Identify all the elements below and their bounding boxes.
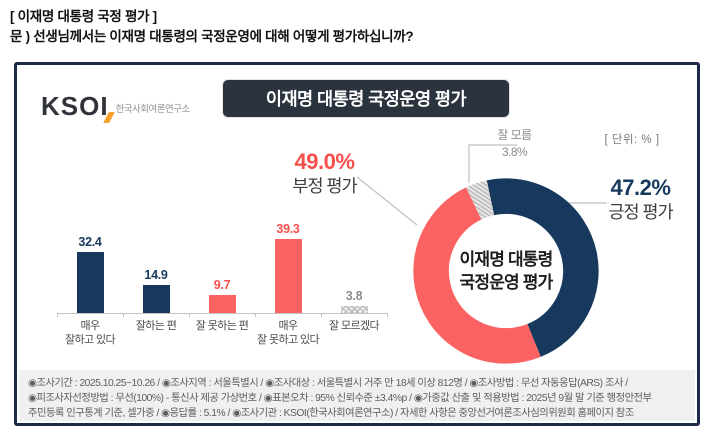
footer-line-1: ◉조사기간 : 2025.10.25~10.26 / ◉조사지역 : 서울특별시… — [28, 378, 628, 389]
survey-methodology-footer: ◉조사기간 : 2025.10.25~10.26 / ◉조사지역 : 서울특별시… — [19, 370, 695, 421]
bar — [142, 285, 170, 313]
page-heading: [ 이재명 대통령 국정 평가 ] 문 ) 선생님께서는 이재명 대통령의 국정… — [0, 0, 710, 47]
bar-group: 3.8 — [321, 289, 387, 313]
bar-category-label: 매우 잘 못하고 있다 — [256, 320, 320, 346]
unit-label: [ 단위: % ] — [604, 134, 660, 146]
bar-category-label: 잘 못하는 편 — [195, 320, 249, 332]
donut-center-line2: 국정운영 평가 — [459, 273, 554, 292]
poll-question-line: 문 ) 선생님께서는 이재명 대통령의 국정운영에 대해 어떻게 평가하십니까? — [10, 29, 414, 44]
positive-label: 긍정 평가 — [608, 202, 673, 222]
axis-tick — [189, 313, 190, 317]
positive-percentage: 47.2% — [610, 175, 671, 200]
ksoi-logo-text: KSOI — [41, 91, 109, 121]
axis-tick — [387, 313, 388, 317]
chart-title-badge: 이재명 대통령 국정운영 평가 — [223, 80, 509, 117]
bar-chart-axis — [57, 313, 388, 317]
bar — [340, 305, 368, 313]
bar-chart-category-labels: 매우 잘하고 있다 잘하는 편 잘 못하는 편 매우 잘 못하고 있다 잘 모르겠다 — [57, 319, 387, 347]
bar-value-label: 32.4 — [78, 235, 102, 250]
bar-value-label: 39.3 — [276, 222, 300, 237]
bar-category-label: 잘 모르겠다 — [328, 320, 380, 332]
bar — [274, 239, 302, 313]
footer-line-2: ◉피조사자선정방법 : 무선(100%) - 통신사 제공 가상번호 / ◉표본… — [28, 393, 652, 404]
bar — [208, 294, 236, 313]
axis-tick — [123, 313, 124, 317]
callout-negative: 49.0% 부정 평가 — [257, 149, 392, 198]
donut-segment-negative — [413, 178, 599, 364]
bar-value-label: 14.9 — [144, 268, 168, 282]
poll-title-line: [ 이재명 대통령 국정 평가 ] — [10, 9, 157, 24]
bar-category-label: 매우 잘하고 있다 — [64, 320, 116, 346]
axis-tick — [255, 313, 256, 317]
bar-group: 9.7 — [189, 278, 255, 313]
bar-chart: 32.4 14.9 9.7 39.3 3.8 — [57, 215, 387, 313]
bar-value-label: 3.8 — [345, 288, 363, 303]
donut-center-label: 이재명 대통령 국정운영 평가 — [410, 175, 602, 367]
axis-tick — [57, 313, 58, 317]
donut-segment-positive — [413, 178, 599, 364]
axis-tick — [321, 313, 322, 317]
footer-line-3: 주민등록 인구통계 기준, 셀가중 / ◉응답률 : 5.1% / ◉조사기관 … — [28, 408, 634, 419]
negative-percentage: 49.0% — [294, 149, 355, 174]
unknown-percentage: 3.8% — [501, 145, 528, 159]
bar-category-label: 잘하는 편 — [135, 320, 177, 332]
donut-center-line1: 이재명 대통령 — [459, 250, 554, 269]
bar-group: 39.3 — [255, 222, 321, 313]
bar-value-label: 9.7 — [213, 277, 231, 292]
callout-positive: 47.2% 긍정 평가 — [573, 175, 708, 224]
callout-unknown: 잘 모름 3.8% — [467, 127, 562, 161]
unknown-label: 잘 모름 — [497, 128, 532, 142]
infographic-panel: KSOI 한국사회여론연구소 이재명 대통령 국정운영 평가 [ 단위: % ]… — [14, 62, 700, 426]
bar — [76, 252, 104, 313]
ksoi-logo-subtext: 한국사회여론연구소 — [115, 104, 191, 115]
ksoi-logo: KSOI 한국사회여론연구소 — [41, 91, 191, 123]
negative-label: 부정 평가 — [292, 176, 357, 196]
bar-group: 14.9 — [123, 268, 189, 313]
donut-chart: 이재명 대통령 국정운영 평가 — [410, 175, 602, 367]
bar-group: 32.4 — [57, 235, 123, 313]
